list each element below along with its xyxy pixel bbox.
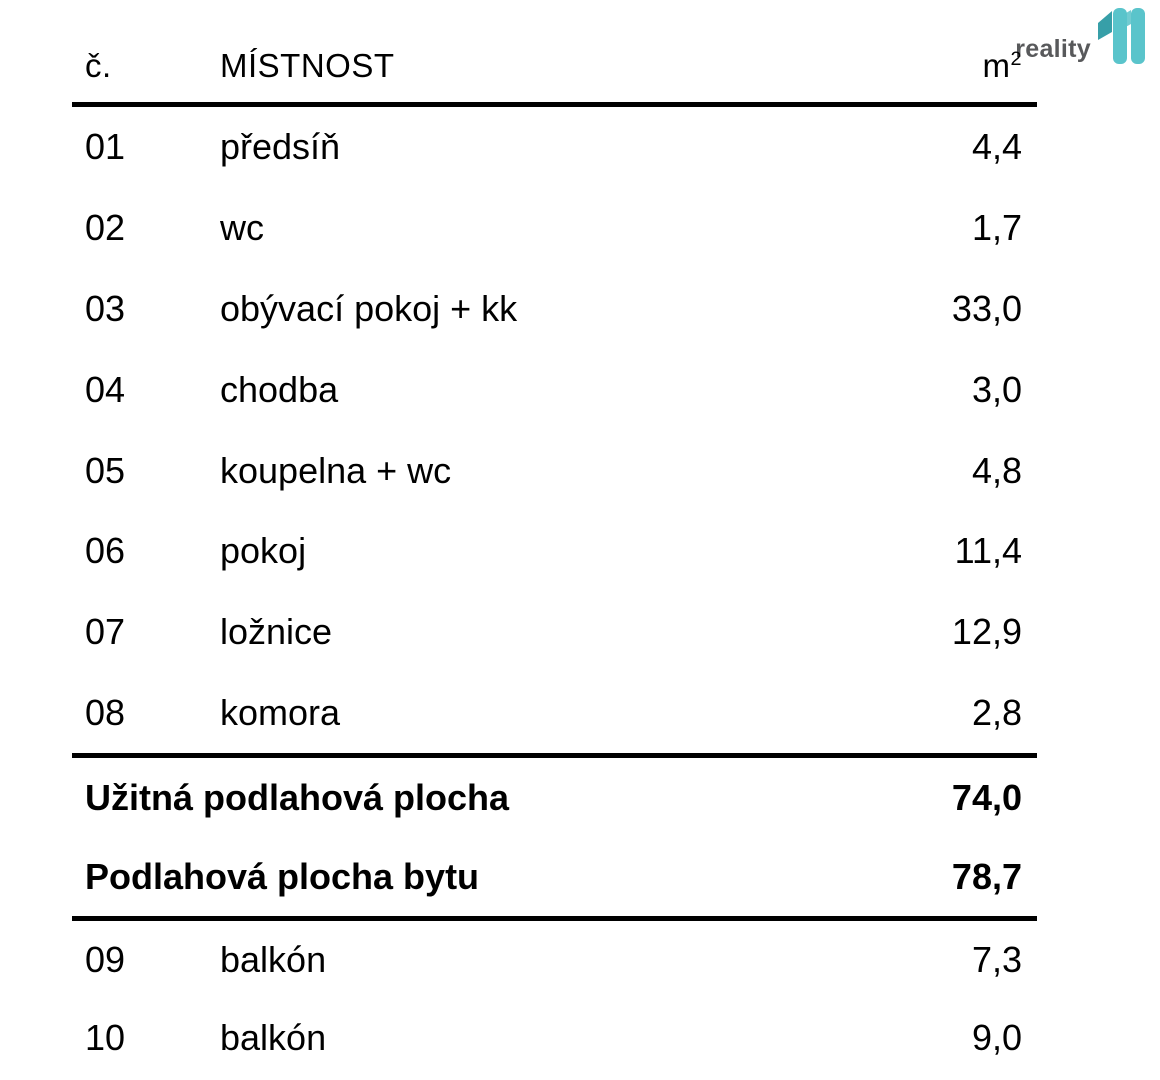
room-name: balkón bbox=[220, 939, 327, 981]
header-room-column: MÍSTNOST bbox=[220, 47, 395, 84]
room-name: předsíň bbox=[220, 126, 341, 168]
table-row: 01 předsíň 4,4 bbox=[72, 107, 1037, 188]
room-area: 9,0 bbox=[971, 1017, 1022, 1059]
summary-label: Podlahová plocha bytu bbox=[85, 855, 480, 897]
table-row: 06 pokoj 11,4 bbox=[72, 511, 1037, 592]
room-area: 2,8 bbox=[971, 691, 1022, 733]
room-area: 33,0 bbox=[951, 287, 1022, 329]
room-number: 01 bbox=[85, 126, 126, 168]
table-row: 02 wc 1,7 bbox=[72, 188, 1037, 269]
room-number: 05 bbox=[85, 449, 126, 491]
room-number: 03 bbox=[85, 287, 126, 329]
room-number: 02 bbox=[85, 207, 126, 249]
table-row: 05 koupelna + wc 4,8 bbox=[72, 430, 1037, 511]
room-area: 4,4 bbox=[971, 126, 1022, 168]
summary-value: 78,7 bbox=[951, 855, 1022, 897]
room-area: 3,0 bbox=[971, 368, 1022, 410]
room-name: pokoj bbox=[220, 530, 307, 572]
table-row: 03 obývací pokoj + kk 33,0 bbox=[72, 269, 1037, 350]
reality-logo-text: reality bbox=[1015, 35, 1091, 63]
reality11-logo-mark-icon bbox=[1098, 8, 1145, 66]
table-row: 09 balkón 7,3 bbox=[72, 921, 1037, 999]
summary-row-total-floor-area: Podlahová plocha bytu 78,7 bbox=[72, 837, 1037, 916]
room-number: 10 bbox=[85, 1017, 126, 1059]
header-number-column: č. bbox=[85, 47, 112, 84]
room-area: 12,9 bbox=[951, 611, 1022, 653]
summary-row-usable-area: Užitná podlahová plocha 74,0 bbox=[72, 758, 1037, 837]
table-row: 08 komora 2,8 bbox=[72, 673, 1037, 754]
room-area: 7,3 bbox=[971, 939, 1022, 981]
room-area: 1,7 bbox=[971, 207, 1022, 249]
header-area-column: m2 bbox=[982, 47, 1022, 84]
summary-label: Užitná podlahová plocha bbox=[85, 776, 510, 818]
room-area: 11,4 bbox=[954, 530, 1022, 572]
room-area-table: č. MÍSTNOST m2 01 předsíň 4,4 02 wc 1,7 … bbox=[72, 0, 1037, 1077]
table-header-row: č. MÍSTNOST m2 bbox=[72, 0, 1037, 102]
table-row: 07 ložnice 12,9 bbox=[72, 592, 1037, 673]
room-name: koupelna + wc bbox=[220, 449, 452, 491]
summary-bottom-rule bbox=[72, 916, 1037, 922]
room-name: chodba bbox=[220, 368, 339, 410]
room-name: wc bbox=[220, 207, 264, 249]
room-number: 07 bbox=[85, 611, 126, 653]
header-divider-rule bbox=[72, 102, 1037, 107]
room-area: 4,8 bbox=[971, 449, 1022, 491]
room-number: 06 bbox=[85, 530, 126, 572]
summary-value: 74,0 bbox=[951, 776, 1022, 818]
room-number: 08 bbox=[85, 691, 126, 733]
summary-top-rule bbox=[72, 753, 1037, 759]
room-name: ložnice bbox=[220, 611, 333, 653]
room-name: balkón bbox=[220, 1017, 327, 1059]
table-row: 10 balkón 9,0 bbox=[72, 999, 1037, 1077]
room-number: 09 bbox=[85, 939, 126, 981]
room-number: 04 bbox=[85, 368, 126, 410]
room-name: obývací pokoj + kk bbox=[220, 287, 518, 329]
room-name: komora bbox=[220, 691, 341, 733]
table-row: 04 chodba 3,0 bbox=[72, 349, 1037, 430]
reality11-logo: reality bbox=[1015, 8, 1145, 66]
